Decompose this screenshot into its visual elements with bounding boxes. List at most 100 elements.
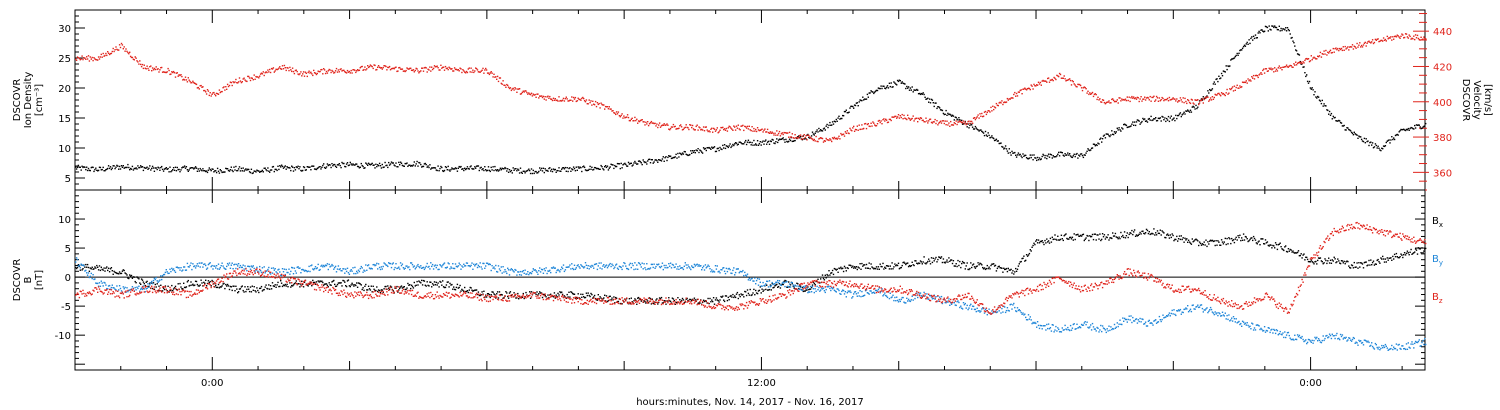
velocity-series-point — [1157, 100, 1160, 102]
velocity-series-point — [317, 70, 319, 72]
velocity-series-point — [499, 77, 502, 79]
bx-series-point — [1027, 254, 1030, 256]
velocity-series-point — [263, 74, 265, 77]
bx-series-point — [451, 283, 453, 286]
velocity-series-point — [1377, 38, 1379, 40]
bx-series-point — [826, 273, 828, 276]
velocity-series-point — [119, 46, 122, 49]
by-series-point — [109, 288, 112, 291]
ion-density-series-point — [437, 165, 439, 167]
ion-density-series-point — [1099, 138, 1101, 140]
velocity-series-point — [1279, 67, 1281, 69]
velocity-series-point — [951, 124, 954, 126]
by-series-point — [223, 267, 225, 269]
bx-series-point — [950, 259, 952, 261]
bx-series-point — [270, 288, 273, 290]
velocity-series-point — [1371, 39, 1374, 41]
velocity-series-point — [463, 70, 465, 72]
data-marks — [75, 25, 1427, 351]
velocity-series-point — [1228, 92, 1230, 94]
velocity-series-point — [1251, 76, 1253, 78]
velocity-series-point — [1342, 46, 1344, 48]
bx-series-point — [407, 282, 409, 285]
bx-series-point — [1120, 231, 1122, 234]
velocity-series-point — [572, 96, 575, 99]
bx-series-point — [685, 298, 687, 300]
ion-density-series-point — [567, 170, 569, 173]
velocity-series-point — [1045, 80, 1047, 82]
velocity-series-point — [529, 93, 532, 96]
bx-series-point — [357, 282, 360, 284]
velocity-series-point — [360, 66, 362, 68]
bx-series-point — [247, 286, 249, 288]
velocity-series-point — [896, 116, 899, 118]
velocity-series-point — [1027, 87, 1030, 89]
bx-series-point — [1079, 235, 1081, 237]
ion-density-series-point — [959, 119, 961, 121]
bx-series-point — [940, 256, 943, 258]
velocity-series-point — [1395, 36, 1398, 38]
ion-density-series-point — [1140, 122, 1142, 124]
ion-density-series-point — [366, 163, 368, 165]
ion-density-series-point — [160, 166, 162, 169]
bx-series-point — [1375, 263, 1377, 265]
velocity-series-point — [827, 139, 829, 141]
velocity-series-point — [1239, 85, 1241, 87]
velocity-series-point — [894, 115, 896, 118]
velocity-series-point — [82, 58, 84, 61]
ion-density-series-point — [1241, 49, 1243, 51]
velocity-series-point — [333, 72, 335, 74]
velocity-series-point — [1267, 70, 1269, 72]
velocity-series-point — [526, 91, 528, 94]
velocity-series-point — [507, 84, 509, 87]
by-series-point — [260, 271, 263, 274]
ion-density-series-point — [1328, 110, 1331, 113]
ion-density-series-point — [396, 166, 398, 168]
ion-density-series-point — [616, 162, 619, 165]
velocity-series-point — [244, 79, 246, 81]
bx-series-point — [1374, 263, 1377, 265]
velocity-series-point — [1375, 39, 1377, 41]
ion-density-series-point — [829, 121, 831, 124]
bx-series-point — [377, 289, 380, 291]
velocity-series-point — [322, 73, 324, 75]
ion-density-series-point — [362, 165, 364, 168]
bx-series-point — [143, 282, 145, 285]
bx-series-point — [120, 272, 123, 275]
velocity-series-point — [550, 98, 552, 100]
velocity-series-point — [630, 118, 632, 120]
velocity-series-point — [129, 55, 132, 58]
velocity-series-point — [451, 68, 453, 70]
bx-series-point — [875, 266, 878, 268]
ion-density-series-point — [1242, 45, 1245, 48]
by-series-point — [140, 288, 142, 290]
bx-series-point — [310, 281, 312, 283]
ion-density-series-point — [926, 98, 928, 100]
velocity-series-point — [603, 104, 605, 106]
bx-series-point — [556, 295, 558, 298]
velocity-series-point — [264, 72, 266, 74]
ion-density-series-point — [442, 170, 444, 172]
ion-density-series-point — [769, 140, 772, 142]
bx-series-point — [358, 282, 361, 285]
ion-density-series-point — [576, 169, 578, 171]
velocity-series-point — [371, 65, 373, 68]
bx-series-point — [615, 297, 618, 299]
bx-series-point — [849, 264, 851, 266]
velocity-series-point — [1155, 95, 1158, 98]
velocity-series-point — [635, 119, 637, 122]
velocity-series-point — [891, 116, 893, 118]
ion-density-series-point — [563, 168, 566, 170]
ion-density-series-point — [743, 143, 745, 145]
ion-density-series-point — [476, 165, 479, 167]
ion-density-series-point — [137, 165, 139, 167]
ion-density-series-point — [454, 167, 457, 169]
ion-density-series-point — [228, 170, 231, 172]
bx-series-point — [99, 269, 102, 272]
bx-series-point — [1100, 239, 1102, 242]
bx-series-point — [347, 279, 350, 281]
ion-density-series-point — [1295, 50, 1298, 52]
bx-series-point — [121, 270, 124, 272]
velocity-series-point — [289, 66, 291, 69]
bx-series-point — [1196, 239, 1198, 241]
